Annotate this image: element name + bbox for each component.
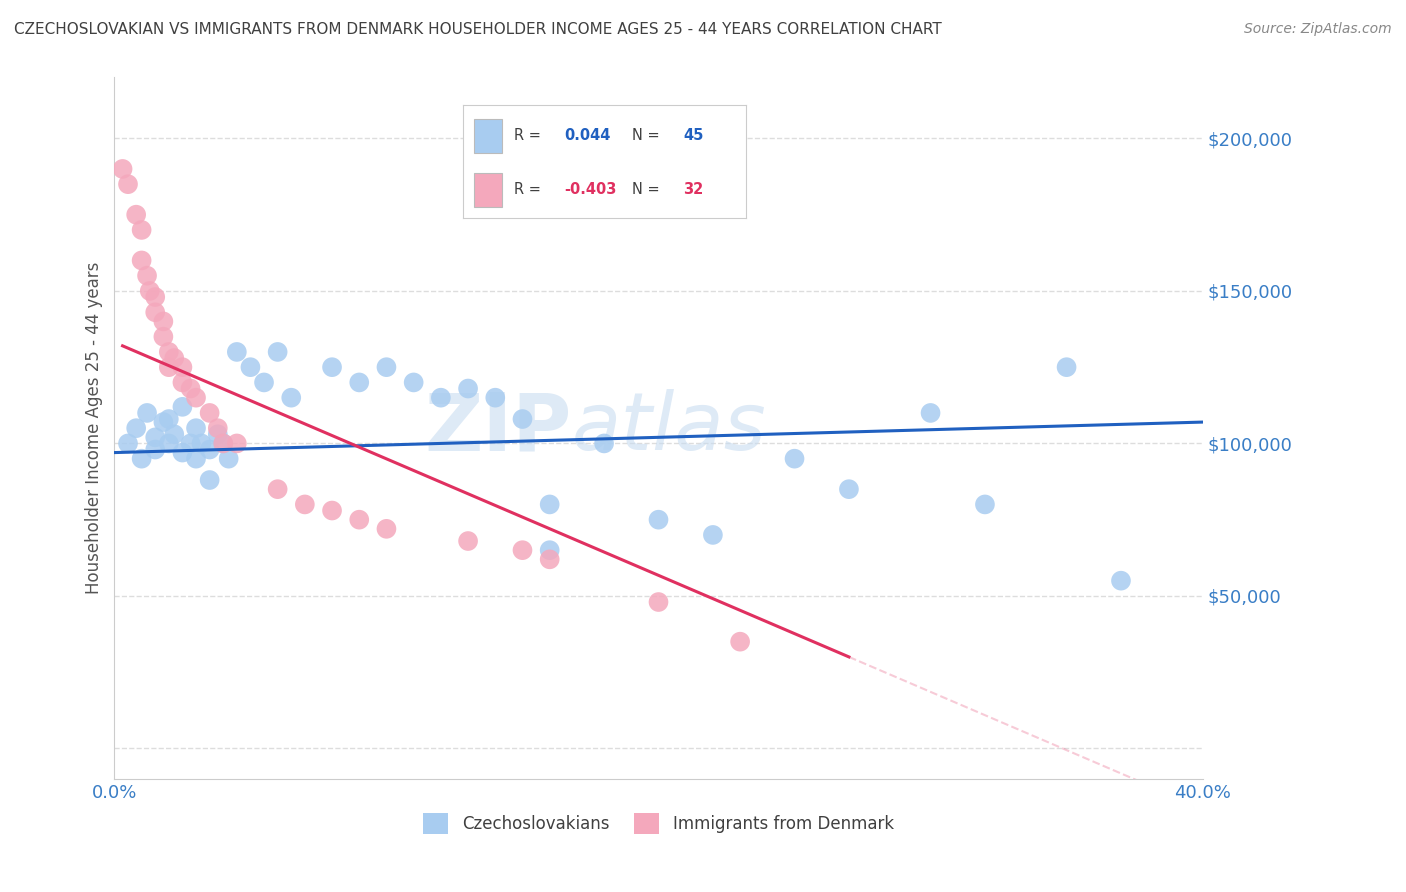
Point	[180, 382, 202, 396]
Point	[375, 522, 398, 536]
Point	[172, 360, 194, 375]
Point	[512, 543, 534, 558]
Text: ZIP: ZIP	[425, 389, 571, 467]
Point	[266, 345, 288, 359]
Point	[157, 345, 180, 359]
Point	[184, 421, 207, 435]
Point	[190, 436, 212, 450]
Point	[157, 412, 180, 426]
Point	[207, 427, 229, 442]
Point	[172, 445, 194, 459]
Point	[538, 552, 561, 566]
Point	[172, 376, 194, 390]
Point	[143, 442, 166, 457]
Point	[207, 421, 229, 435]
Point	[647, 513, 669, 527]
Point	[131, 223, 153, 237]
Point	[294, 498, 316, 512]
Point	[253, 376, 276, 390]
Point	[375, 360, 398, 375]
Point	[1056, 360, 1078, 375]
Point	[139, 284, 162, 298]
Point	[125, 421, 148, 435]
Point	[136, 268, 159, 283]
Text: atlas: atlas	[571, 389, 766, 467]
Point	[163, 427, 186, 442]
Legend: Czechoslovakians, Immigrants from Denmark: Czechoslovakians, Immigrants from Denmar…	[423, 814, 894, 834]
Point	[457, 534, 479, 549]
Text: Source: ZipAtlas.com: Source: ZipAtlas.com	[1244, 22, 1392, 37]
Point	[1109, 574, 1132, 588]
Point	[111, 161, 134, 176]
Point	[321, 360, 343, 375]
Point	[152, 415, 174, 429]
Point	[349, 513, 371, 527]
Point	[974, 498, 997, 512]
Point	[143, 430, 166, 444]
Point	[538, 498, 561, 512]
Point	[152, 329, 174, 343]
Point	[172, 400, 194, 414]
Point	[457, 382, 479, 396]
Point	[184, 391, 207, 405]
Point	[538, 543, 561, 558]
Point	[783, 451, 806, 466]
Point	[280, 391, 302, 405]
Point	[838, 482, 860, 496]
Point	[212, 436, 235, 450]
Point	[728, 634, 751, 648]
Point	[920, 406, 942, 420]
Point	[349, 376, 371, 390]
Point	[198, 473, 221, 487]
Point	[593, 436, 616, 450]
Point	[212, 436, 235, 450]
Point	[184, 451, 207, 466]
Point	[647, 595, 669, 609]
Point	[117, 177, 139, 191]
Point	[266, 482, 288, 496]
Point	[180, 436, 202, 450]
Point	[163, 351, 186, 365]
Point	[136, 406, 159, 420]
Point	[225, 436, 247, 450]
Point	[239, 360, 262, 375]
Point	[143, 290, 166, 304]
Point	[131, 253, 153, 268]
Point	[157, 436, 180, 450]
Point	[198, 442, 221, 457]
Point	[484, 391, 506, 405]
Point	[152, 314, 174, 328]
Point	[225, 345, 247, 359]
Point	[702, 528, 724, 542]
Point	[143, 305, 166, 319]
Point	[512, 412, 534, 426]
Point	[402, 376, 425, 390]
Point	[218, 451, 240, 466]
Point	[157, 360, 180, 375]
Point	[198, 406, 221, 420]
Text: CZECHOSLOVAKIAN VS IMMIGRANTS FROM DENMARK HOUSEHOLDER INCOME AGES 25 - 44 YEARS: CZECHOSLOVAKIAN VS IMMIGRANTS FROM DENMA…	[14, 22, 942, 37]
Point	[430, 391, 453, 405]
Point	[131, 451, 153, 466]
Point	[117, 436, 139, 450]
Y-axis label: Householder Income Ages 25 - 44 years: Householder Income Ages 25 - 44 years	[86, 262, 103, 594]
Point	[321, 503, 343, 517]
Point	[125, 208, 148, 222]
